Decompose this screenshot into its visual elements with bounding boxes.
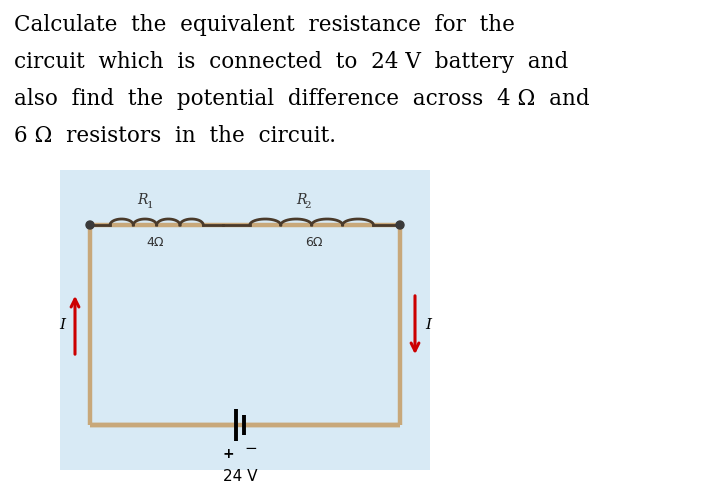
Text: Calculate  the  equivalent  resistance  for  the: Calculate the equivalent resistance for …: [14, 14, 515, 36]
Text: 6 Ω  resistors  in  the  circuit.: 6 Ω resistors in the circuit.: [14, 125, 336, 147]
Text: R: R: [138, 193, 148, 207]
Text: circuit  which  is  connected  to  24 V  battery  and: circuit which is connected to 24 V batte…: [14, 51, 568, 73]
Text: 4Ω: 4Ω: [146, 236, 163, 248]
Text: −: −: [245, 441, 257, 456]
Bar: [60, 170, 430, 470]
Text: I: I: [59, 318, 65, 332]
Text: R: R: [297, 193, 307, 207]
Text: 6Ω: 6Ω: [305, 236, 323, 248]
Text: 2: 2: [305, 201, 311, 209]
Text: 1: 1: [146, 201, 153, 209]
Text: 24 V: 24 V: [222, 469, 257, 484]
Text: +: +: [222, 447, 234, 461]
Circle shape: [396, 221, 404, 229]
Circle shape: [86, 221, 94, 229]
Text: also  find  the  potential  difference  across  4 Ω  and: also find the potential difference acros…: [14, 88, 590, 110]
Text: I: I: [425, 318, 431, 332]
